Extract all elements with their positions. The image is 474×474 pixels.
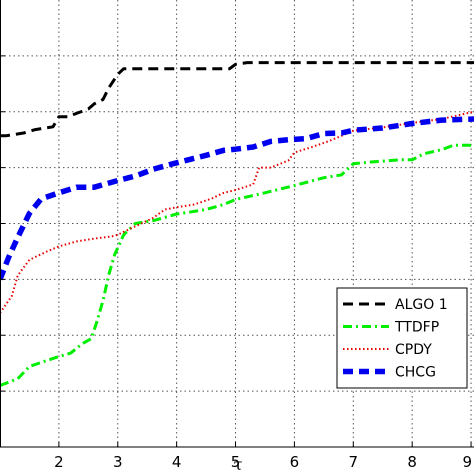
tick-labels: 2 3 4 5 6 7 8 9 [54, 453, 472, 471]
x-tick-label: 3 [113, 453, 123, 471]
x-tick-label: 4 [172, 453, 182, 471]
x-axis-label: τ [234, 455, 243, 474]
x-tick-label: 6 [290, 453, 300, 471]
legend-label-cpdy: CPDY [395, 342, 432, 358]
x-tick-label: 5 [231, 453, 241, 471]
legend-label-algo-1: ALGO 1 [395, 297, 448, 313]
series-line-chcg [0, 116, 474, 281]
series-line-ttdfp [0, 143, 474, 387]
legend-label-ttdfp: TTDFP [394, 320, 439, 336]
x-tick-label: 7 [349, 453, 359, 471]
series-line-algo-1 [0, 61, 474, 138]
axes-layer [0, 0, 474, 448]
series-layer [0, 61, 474, 387]
legend: ALGO 1 TTDFP CPDY CHCG [336, 287, 468, 389]
x-tick-label: 2 [54, 453, 64, 471]
x-tick-label: 9 [462, 453, 472, 471]
legend-label-chcg: CHCG [395, 365, 436, 381]
x-tick-label: 8 [407, 453, 417, 471]
legend-box [336, 287, 468, 389]
series-line-cpdy [0, 110, 474, 314]
